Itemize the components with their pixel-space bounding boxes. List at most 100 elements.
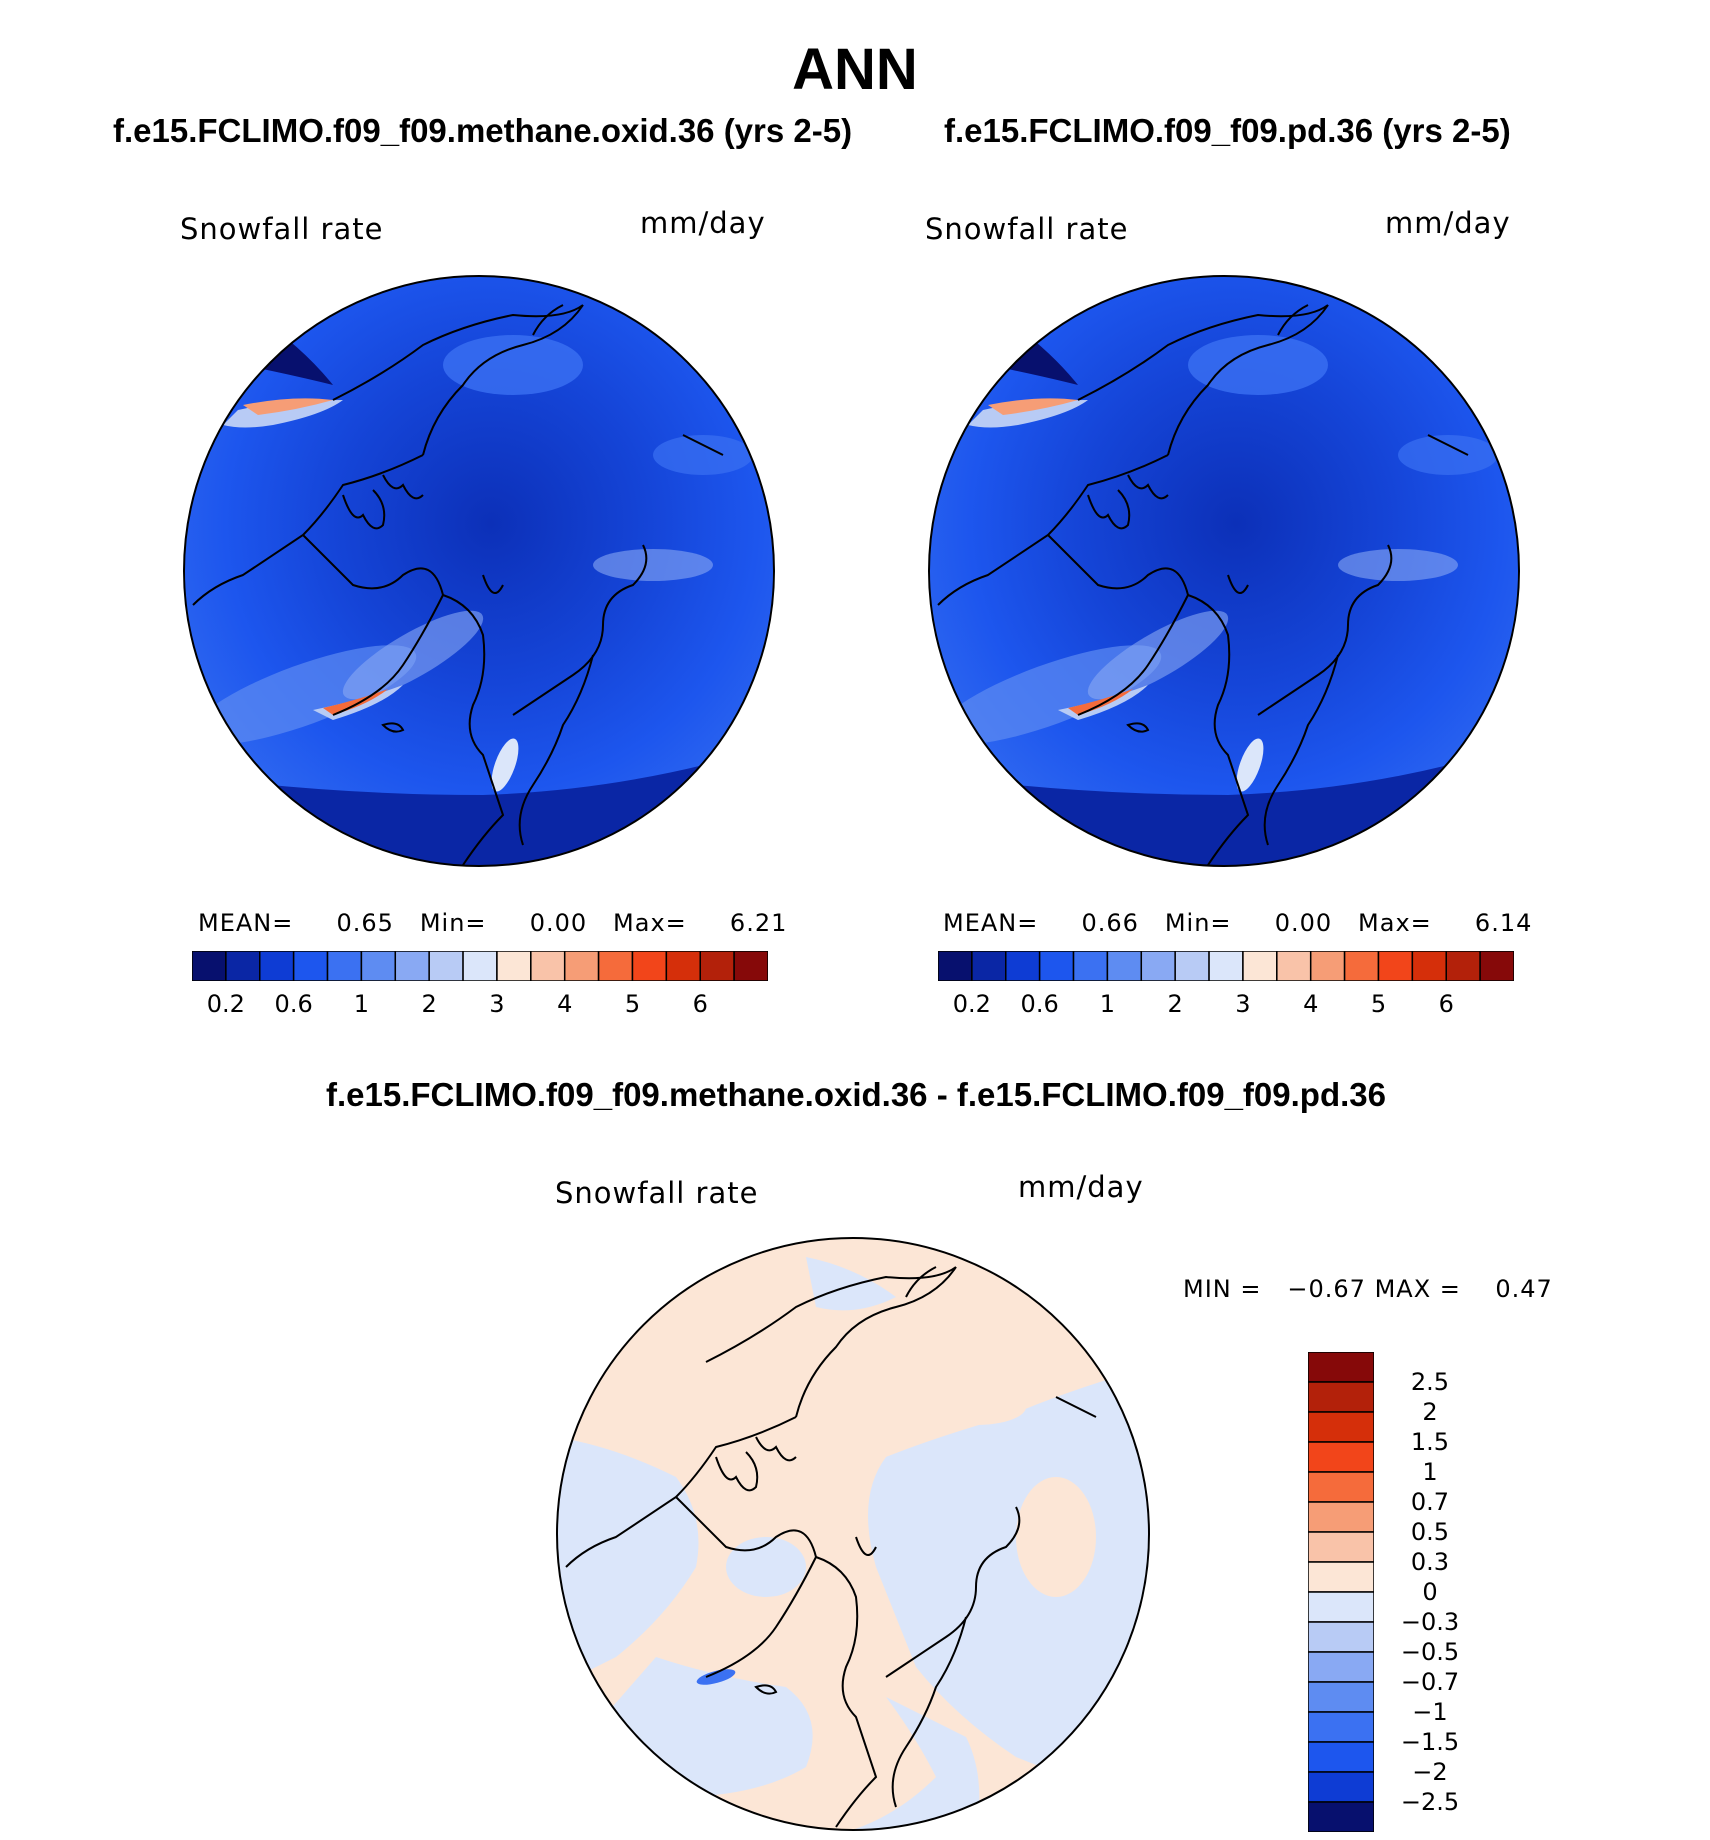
- panel-2-max: 6.14: [1474, 909, 1533, 937]
- diff-panel-colorbar-ticks: 2.5 2 1.5 1 0.7 0.5 0.3 0 −0.3 −0.5 −0.7 −1 −1.5 −2 −2…: [1380, 1352, 1480, 1832]
- diff-colorbar-tick: 0.5: [1410, 1518, 1450, 1546]
- panel-1-min-label: Min=: [419, 909, 487, 937]
- panel-2-colorbar-tick: 0.2: [952, 990, 991, 1018]
- panel-2-colorbar: [938, 951, 1514, 981]
- panel-2-colorbar-tick: 5: [1370, 990, 1387, 1018]
- panel-1-stats: MEAN= 0.65 Min= 0.00 Max= 6.21: [198, 909, 787, 937]
- diff-panel-title: f.e15.FCLIMO.f09_f09.methane.oxid.36 - f…: [326, 1076, 1386, 1113]
- diff-colorbar-swatch: [1308, 1741, 1374, 1773]
- panel-2-colorbar-tick: 1: [1099, 990, 1116, 1018]
- panel-1-colorbar-swatch: [428, 951, 464, 981]
- diff-colorbar-swatch: [1308, 1352, 1374, 1383]
- panel-2-units: mm/day: [1385, 206, 1511, 240]
- diff-colorbar-tick: 2.5: [1410, 1368, 1450, 1396]
- panel-1-colorbar-tick: 1: [353, 990, 370, 1018]
- panel-2-colorbar-tick: 4: [1303, 990, 1319, 1018]
- panel-2-colorbar-tick: 3: [1235, 990, 1251, 1018]
- panel-1-colorbar-swatch: [292, 951, 329, 981]
- panel-2-colorbar-ticks: 0.2 0.6 1 2 3 4 5 6: [938, 990, 1514, 1020]
- panel-1-colorbar-swatch: [326, 951, 363, 981]
- panel-1-variable: Snowfall rate: [180, 212, 384, 246]
- diff-colorbar-tick: 0.7: [1410, 1488, 1450, 1516]
- diff-max: 0.47: [1495, 1275, 1553, 1303]
- panel-1-colorbar: [192, 951, 768, 981]
- panel-2-mean: 0.66: [1081, 909, 1139, 937]
- panel-1-mean: 0.65: [336, 909, 394, 937]
- panel-2-min-label: Min=: [1164, 909, 1232, 937]
- panel-2-colorbar-swatch: [1343, 951, 1380, 981]
- panel-1-max-label: Max=: [613, 909, 687, 937]
- panel-2-colorbar-swatch: [1411, 951, 1447, 981]
- panel-2-colorbar-swatch: [1377, 951, 1414, 981]
- panel-1-colorbar-swatch: [462, 951, 498, 981]
- diff-max-label: MAX =: [1374, 1275, 1461, 1303]
- panel-1-units: mm/day: [640, 206, 766, 240]
- panel-2-colorbar-swatch: [1005, 951, 1041, 981]
- diff-panel-stats: MIN = −0.67 MAX = 0.47: [1183, 1275, 1553, 1303]
- panel-1-min: 0.00: [529, 909, 588, 937]
- diff-colorbar-tick: −1: [1412, 1698, 1448, 1726]
- diff-colorbar-swatch: [1308, 1681, 1374, 1713]
- panel-1-colorbar-swatch: [631, 951, 668, 981]
- diff-colorbar-swatch: [1308, 1471, 1374, 1503]
- panel-1-mean-label: MEAN=: [198, 909, 294, 937]
- diff-panel-colorbar: [1308, 1352, 1374, 1832]
- panel-2-colorbar-swatch: [1072, 951, 1109, 981]
- diff-colorbar-tick: 1: [1422, 1458, 1438, 1486]
- panel-2-mean-label: MEAN=: [943, 909, 1039, 937]
- diff-colorbar-swatch: [1308, 1771, 1374, 1803]
- diff-colorbar-tick: 0.3: [1410, 1548, 1450, 1576]
- panel-2-colorbar-swatch: [1309, 951, 1346, 981]
- panel-2-colorbar-swatch: [1276, 951, 1312, 981]
- panel-1-colorbar-tick: 4: [557, 990, 573, 1018]
- panel-2-colorbar-swatch: [938, 951, 973, 981]
- panel-1-colorbar-swatch: [394, 951, 430, 981]
- panel-2-colorbar-swatch: [1445, 951, 1481, 981]
- diff-colorbar-swatch: [1308, 1381, 1374, 1413]
- panel-1-colorbar-swatch: [665, 951, 701, 981]
- panel-1-colorbar-swatch: [360, 951, 397, 981]
- panel-2-colorbar-swatch: [1208, 951, 1244, 981]
- panel-2-title: f.e15.FCLIMO.f09_f09.pd.36 (yrs 2-5): [944, 112, 1511, 149]
- season-title: ANN: [792, 37, 918, 102]
- panel-1-title: f.e15.FCLIMO.f09_f09.methane.oxid.36 (yr…: [113, 112, 853, 149]
- diff-panel-variable: Snowfall rate: [555, 1176, 759, 1210]
- panel-1-colorbar-tick: 2: [421, 990, 437, 1018]
- panel-2-colorbar-tick: 2: [1167, 990, 1183, 1018]
- diff-colorbar-swatch: [1308, 1591, 1374, 1623]
- panel-2-variable: Snowfall rate: [925, 212, 1129, 246]
- panel-1-colorbar-tick: 6: [692, 990, 708, 1018]
- diff-colorbar-swatch: [1308, 1711, 1374, 1743]
- panel-2-map: [928, 275, 1520, 867]
- panel-1-colorbar-swatch: [225, 951, 261, 981]
- diff-colorbar-swatch: [1308, 1621, 1374, 1653]
- panel-2-colorbar-tick: 0.6: [1020, 990, 1059, 1018]
- panel-1-colorbar-swatch: [699, 951, 735, 981]
- panel-2-colorbar-swatch: [1242, 951, 1278, 981]
- diff-colorbar-tick: −2.5: [1400, 1788, 1460, 1816]
- diff-colorbar-tick: −1.5: [1400, 1728, 1460, 1756]
- panel-1-colorbar-swatch: [259, 951, 295, 981]
- diff-colorbar-swatch: [1308, 1561, 1374, 1593]
- panel-1-map: [183, 275, 775, 867]
- panel-1-colorbar-tick: 5: [624, 990, 641, 1018]
- panel-2-colorbar-swatch: [1140, 951, 1176, 981]
- panel-2-stats: MEAN= 0.66 Min= 0.00 Max= 6.14: [943, 909, 1532, 937]
- panel-2-colorbar-swatch: [1174, 951, 1210, 981]
- panel-1-colorbar-swatch: [496, 951, 532, 981]
- diff-min-label: MIN =: [1183, 1275, 1262, 1303]
- diff-colorbar-tick: −0.7: [1400, 1668, 1460, 1696]
- diff-colorbar-swatch: [1308, 1801, 1374, 1832]
- panel-1-colorbar-tick: 3: [489, 990, 505, 1018]
- panel-1-colorbar-swatch: [530, 951, 566, 981]
- panel-2-max-label: Max=: [1358, 909, 1432, 937]
- diff-colorbar-tick: 1.5: [1410, 1428, 1450, 1456]
- diff-colorbar-swatch: [1308, 1441, 1374, 1473]
- diff-panel-map: [556, 1237, 1150, 1831]
- panel-1-colorbar-swatch: [597, 951, 634, 981]
- panel-2-colorbar-swatch: [1038, 951, 1075, 981]
- panel-2-colorbar-swatch: [1479, 951, 1514, 981]
- panel-1-colorbar-ticks: 0.2 0.6 1 2 3 4 5 6: [192, 990, 768, 1020]
- diff-colorbar-swatch: [1308, 1651, 1374, 1683]
- panel-1-colorbar-swatch: [733, 951, 768, 981]
